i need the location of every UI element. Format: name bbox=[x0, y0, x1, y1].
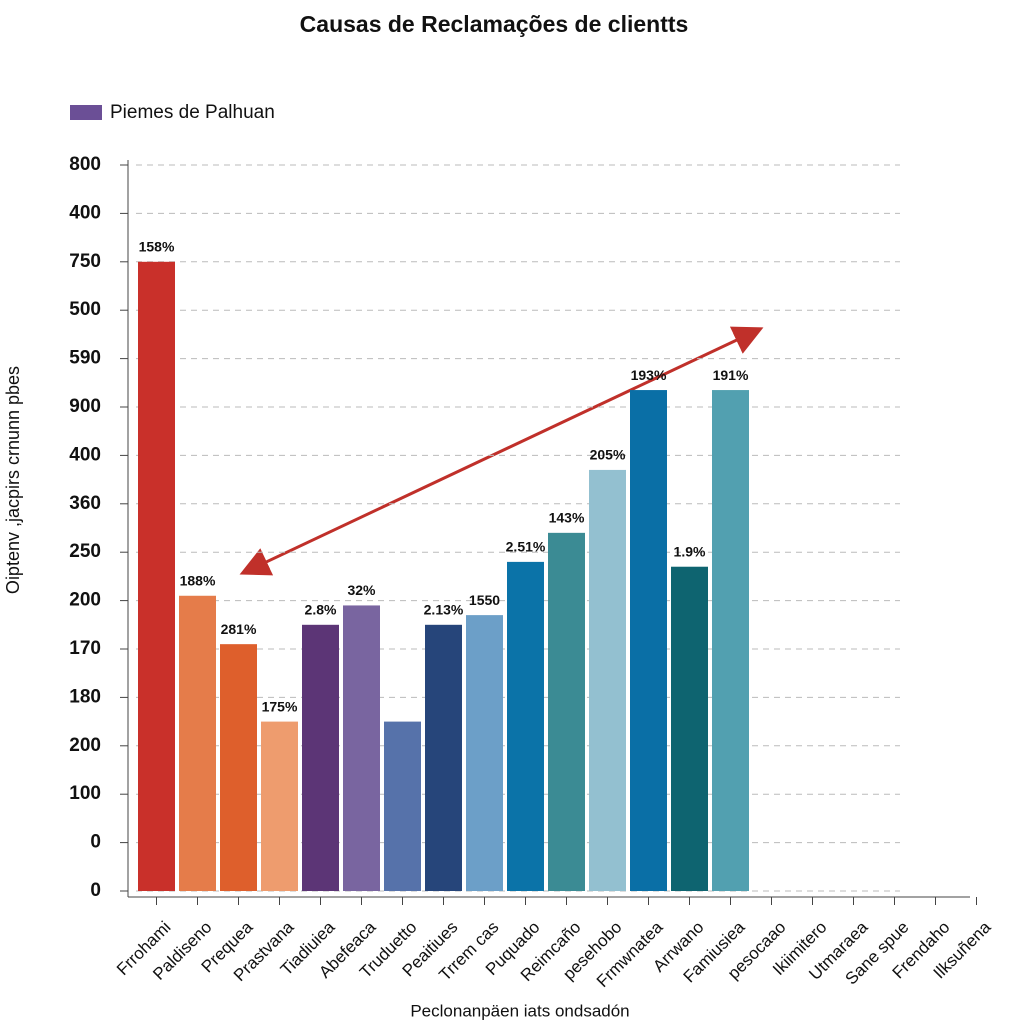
bar bbox=[261, 721, 298, 891]
y-tick-label: 170 bbox=[69, 638, 101, 659]
bar bbox=[425, 624, 462, 891]
y-axis-label: Oiptenv ,jacpirs crnunn pbes bbox=[3, 366, 23, 594]
trend-arrow bbox=[239, 326, 764, 576]
value-label: 158% bbox=[139, 239, 175, 255]
bar bbox=[589, 469, 626, 891]
bar bbox=[507, 561, 544, 891]
y-tick-label: 400 bbox=[69, 444, 101, 465]
y-tick-label: 180 bbox=[69, 686, 101, 707]
y-tick-label: 590 bbox=[69, 348, 101, 369]
y-tick-label: 100 bbox=[69, 783, 101, 804]
y-tick-label: 500 bbox=[69, 299, 101, 320]
y-tick-label: 900 bbox=[69, 396, 101, 417]
bar bbox=[384, 721, 421, 891]
x-axis-label: Peclonanpäen iats ondsadón bbox=[410, 1001, 629, 1020]
chart-title: Causas de Reclamações de clientts bbox=[300, 11, 689, 37]
value-label: 205% bbox=[590, 447, 626, 463]
value-label: 1550 bbox=[469, 592, 500, 608]
value-label: 32% bbox=[347, 582, 376, 598]
y-tick-label: 250 bbox=[69, 541, 101, 562]
bar bbox=[712, 390, 749, 891]
legend-swatch bbox=[70, 105, 102, 120]
bar bbox=[179, 595, 216, 891]
bar bbox=[302, 624, 339, 891]
y-tick-label: 360 bbox=[69, 493, 101, 514]
y-tick-label: 750 bbox=[69, 251, 101, 272]
y-tick-label: 0 bbox=[90, 832, 101, 853]
bar bbox=[630, 390, 667, 891]
value-label: 2.13% bbox=[424, 602, 464, 618]
y-tick-label: 400 bbox=[69, 202, 101, 223]
value-label: 191% bbox=[713, 367, 749, 383]
bar bbox=[466, 615, 503, 891]
value-label: 281% bbox=[221, 621, 257, 637]
y-tick-label: 200 bbox=[69, 590, 101, 611]
bar bbox=[220, 644, 257, 891]
value-label: 188% bbox=[180, 572, 216, 588]
bar bbox=[343, 605, 380, 891]
value-label: 2.51% bbox=[506, 539, 546, 555]
value-label: 193% bbox=[631, 367, 667, 383]
value-label: 1.9% bbox=[674, 543, 706, 559]
legend-label: Piemes de Palhuan bbox=[110, 102, 275, 123]
y-tick-label: 200 bbox=[69, 735, 101, 756]
value-label: 175% bbox=[262, 698, 298, 714]
y-tick-label: 0 bbox=[90, 880, 101, 901]
value-label: 2.8% bbox=[305, 602, 337, 618]
bar bbox=[671, 566, 708, 891]
bar bbox=[548, 532, 585, 891]
value-label: 143% bbox=[549, 510, 585, 526]
bar bbox=[138, 261, 175, 891]
y-tick-label: 800 bbox=[69, 154, 101, 175]
